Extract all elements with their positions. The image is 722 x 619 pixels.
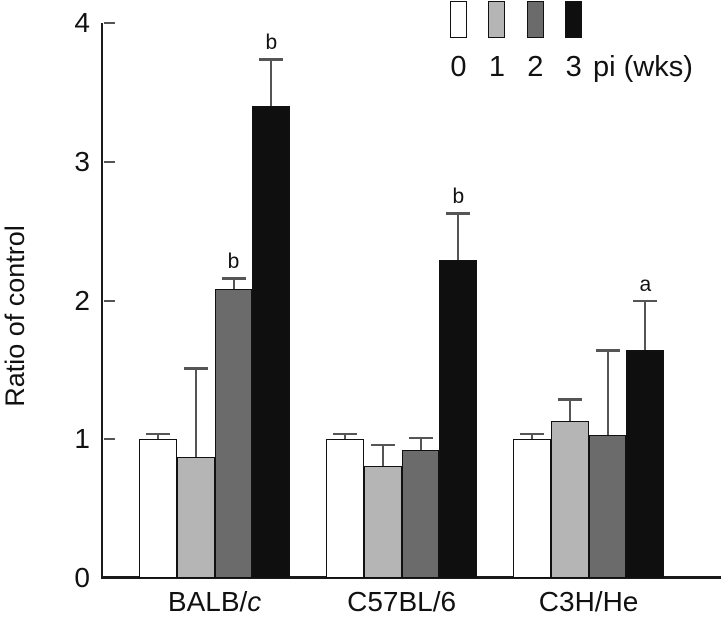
bar [326, 439, 364, 578]
error-bar-whisker [194, 368, 197, 458]
error-bar-whisker [568, 399, 571, 422]
y-tick-label: 2 [74, 284, 90, 316]
y-tick-label: 1 [74, 423, 90, 455]
bar [176, 457, 215, 578]
y-axis-line [101, 23, 103, 578]
error-bar-cap [259, 58, 284, 61]
error-bar-cap [183, 367, 208, 370]
y-tick-label: 4 [74, 7, 90, 38]
bar [401, 450, 440, 578]
error-bar-whisker [270, 59, 273, 107]
x-category-label: BALB/c [167, 586, 262, 617]
error-bar-cap [145, 432, 170, 436]
error-bar-cap [519, 432, 544, 436]
error-bar-cap [633, 299, 658, 302]
error-bar-whisker [419, 437, 422, 451]
error-bar-cap [557, 398, 582, 401]
error-bar-whisker [232, 278, 235, 290]
bar [626, 350, 665, 578]
legend-swatch [450, 1, 467, 38]
bar [550, 421, 589, 578]
y-tick-label: 3 [74, 145, 90, 177]
legend: 0 1 2 3 pi (wks) [0, 0, 722, 100]
legend-swatch [488, 1, 506, 38]
x-category-label-italic: c [247, 586, 262, 617]
x-category-label: C57BL/6 [347, 586, 457, 617]
significance-letter: b [452, 185, 465, 209]
bar [439, 260, 478, 578]
error-bar-cap [595, 349, 620, 352]
bar [513, 439, 551, 578]
error-bar-whisker [606, 350, 609, 436]
error-bar-cap [221, 277, 246, 280]
legend-label: 3 [565, 51, 582, 83]
bar [214, 289, 253, 578]
legend-swatch [526, 1, 544, 38]
error-bar-whisker [343, 433, 346, 440]
error-bar-whisker [457, 213, 460, 261]
bar [363, 465, 402, 578]
error-bar-whisker [530, 433, 533, 440]
error-bar-cap [446, 212, 471, 215]
y-tick-mark [104, 160, 115, 163]
error-bar-whisker [156, 433, 159, 440]
y-tick-mark [104, 438, 115, 441]
y-tick-mark [104, 22, 115, 24]
significance-letter: b [265, 31, 278, 55]
significance-letter: b [227, 250, 240, 274]
legend-suffix: pi (wks) [593, 51, 693, 83]
y-tick-mark [104, 299, 115, 302]
legend-swatch [565, 1, 583, 38]
legend-label: 0 [450, 51, 467, 83]
significance-letter: a [639, 272, 652, 296]
y-tick-label: 0 [74, 562, 90, 593]
legend-label: 1 [488, 51, 505, 83]
bar [252, 106, 291, 578]
error-bar-cap [332, 432, 357, 436]
bar [139, 439, 177, 578]
bar [588, 435, 627, 578]
error-bar-cap [408, 436, 433, 440]
x-category-label: C3H/He [538, 586, 639, 617]
error-bar-whisker [644, 300, 647, 351]
error-bar-cap [370, 443, 395, 447]
legend-label: 2 [527, 51, 544, 83]
error-bar-whisker [381, 444, 384, 466]
